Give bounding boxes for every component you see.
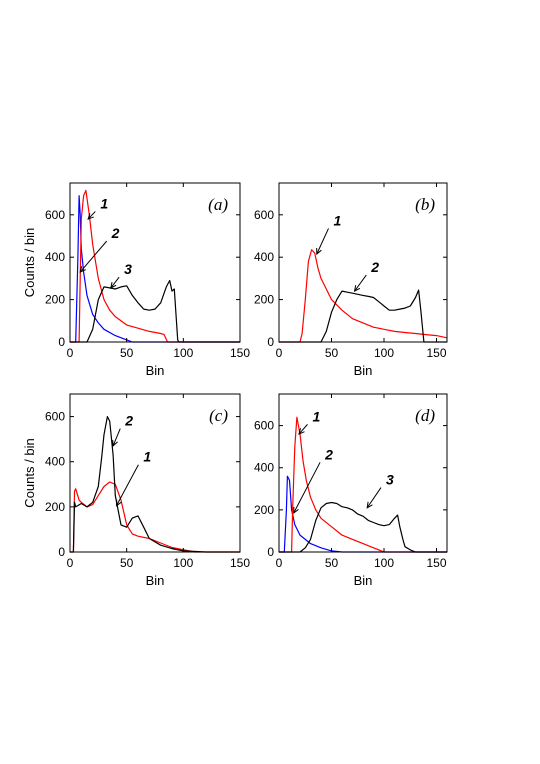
y-tick-label: 400 — [45, 455, 65, 469]
x-tick-label: 100 — [173, 556, 193, 570]
curve-label: 1 — [313, 408, 321, 424]
series-line-2 — [279, 289, 447, 343]
x-axis-title: Bin — [354, 363, 373, 378]
curve-label-arrow — [112, 428, 121, 447]
x-axis-title: Bin — [354, 573, 373, 588]
x-tick-label: 50 — [325, 556, 339, 570]
x-tick-label: 150 — [230, 346, 250, 360]
series-line-3 — [279, 501, 447, 553]
panel-label: (a) — [208, 195, 228, 214]
y-tick-label: 0 — [267, 335, 274, 349]
y-axis-title: Counts / bin — [22, 438, 37, 507]
x-tick-label: 100 — [173, 346, 193, 360]
x-tick-label: 150 — [426, 346, 446, 360]
series-line-2 — [279, 416, 447, 553]
series-line-3 — [70, 279, 240, 343]
plot-frame — [69, 182, 241, 343]
curve-label: 2 — [370, 259, 379, 275]
curve-label: 1 — [100, 195, 108, 211]
curve-label: 1 — [143, 449, 151, 465]
y-tick-label: 0 — [58, 335, 65, 349]
panel-4: 0 50 100 150 0 200 400 600 Bin (d) 1 2 3 — [254, 393, 448, 588]
panel-2: 0 50 100 150 0 200 400 600 Bin (b) 1 2 — [254, 182, 448, 378]
curve-label: 2 — [111, 225, 120, 241]
x-tick-label: 0 — [67, 556, 74, 570]
curve-label: 3 — [386, 472, 394, 488]
curve-label-arrow — [366, 487, 382, 509]
x-tick-label: 0 — [276, 346, 283, 360]
y-tick-label: 600 — [45, 410, 65, 424]
x-tick-label: 0 — [67, 346, 74, 360]
series-line-1 — [70, 481, 240, 553]
series-line-1 — [279, 249, 448, 343]
x-tick-label: 50 — [325, 346, 339, 360]
arrow-head — [87, 213, 94, 220]
panel-label: (b) — [415, 195, 435, 214]
arrow-head — [366, 501, 373, 509]
y-tick-label: 400 — [45, 250, 65, 264]
series-line-2 — [70, 416, 240, 553]
curve-label: 1 — [334, 212, 342, 228]
x-tick-label: 150 — [230, 556, 250, 570]
curve-label: 2 — [324, 446, 333, 462]
x-axis-title: Bin — [146, 363, 165, 378]
y-tick-label: 0 — [58, 545, 65, 559]
plot-frame — [278, 182, 448, 343]
curve-label-arrow — [293, 462, 321, 514]
arrow-head — [293, 507, 299, 515]
y-tick-label: 600 — [45, 208, 65, 222]
x-tick-label: 0 — [276, 556, 283, 570]
y-tick-label: 200 — [254, 503, 274, 517]
x-tick-label: 50 — [120, 556, 134, 570]
y-tick-label: 600 — [254, 419, 274, 433]
x-tick-label: 100 — [374, 346, 394, 360]
curve-label-arrow — [354, 274, 367, 292]
series-line-1 — [279, 475, 447, 553]
y-tick-label: 400 — [254, 250, 274, 264]
curve-label-arrow — [87, 211, 96, 220]
x-tick-label: 150 — [426, 556, 446, 570]
y-tick-label: 200 — [254, 293, 274, 307]
y-axis-title: Counts / bin — [22, 228, 37, 297]
curve-label-arrow — [298, 424, 308, 435]
x-tick-label: 50 — [120, 346, 134, 360]
arrow-head — [79, 266, 86, 273]
y-tick-label: 400 — [254, 461, 274, 475]
plot-frame — [69, 393, 241, 553]
y-tick-label: 200 — [45, 500, 65, 514]
curve-label-arrow — [79, 240, 108, 273]
curve-label-arrow — [316, 228, 329, 255]
y-tick-label: 600 — [254, 208, 274, 222]
arrow-head — [110, 281, 117, 289]
arrow-head — [353, 285, 361, 293]
x-axis-title: Bin — [146, 573, 165, 588]
arrow-head — [298, 428, 305, 435]
series-line-2 — [70, 189, 240, 343]
curve-label: 2 — [124, 413, 133, 429]
panel-3: 0 50 100 150 0 200 400 600 Bin Counts / bin (c) 2 1 — [22, 393, 250, 588]
series-line-1 — [70, 195, 240, 343]
panel-label: (c) — [209, 406, 228, 425]
arrow-head — [112, 439, 118, 447]
y-tick-label: 0 — [267, 545, 274, 559]
panel-1: 0 50 100 150 0 200 400 600 Bin Counts / bin (a) 12 3 — [22, 182, 250, 378]
y-tick-label: 200 — [45, 293, 65, 307]
arrow-head — [115, 499, 122, 507]
curve-label: 3 — [124, 261, 132, 277]
panel-label: (d) — [415, 406, 435, 425]
curve-label-arrow — [116, 464, 139, 506]
curve-label-arrow — [110, 276, 120, 289]
x-tick-label: 100 — [374, 556, 394, 570]
arrow-head — [316, 248, 322, 256]
plot-frame — [278, 393, 448, 553]
